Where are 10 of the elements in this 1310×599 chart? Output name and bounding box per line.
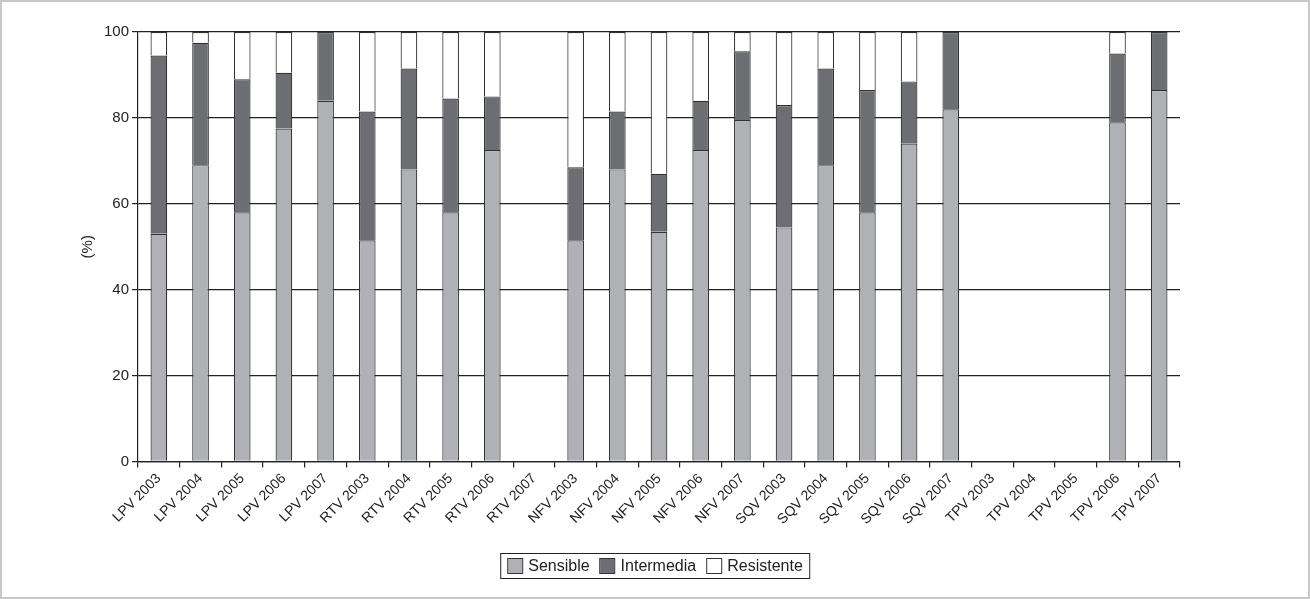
y-tick-label: 40	[112, 279, 130, 297]
y-axis-title: (%)	[78, 235, 96, 259]
y-tick-label: 0	[120, 451, 130, 469]
y-tick-label: 20	[112, 365, 130, 383]
y-tick-label: 60	[112, 193, 130, 211]
legend-label: Resistente	[727, 557, 803, 575]
legend-label: Sensible	[528, 557, 590, 575]
y-tick-label: 100	[104, 22, 130, 40]
legend-label: Intermedia	[620, 557, 697, 575]
y-tick-label: 80	[112, 108, 130, 126]
